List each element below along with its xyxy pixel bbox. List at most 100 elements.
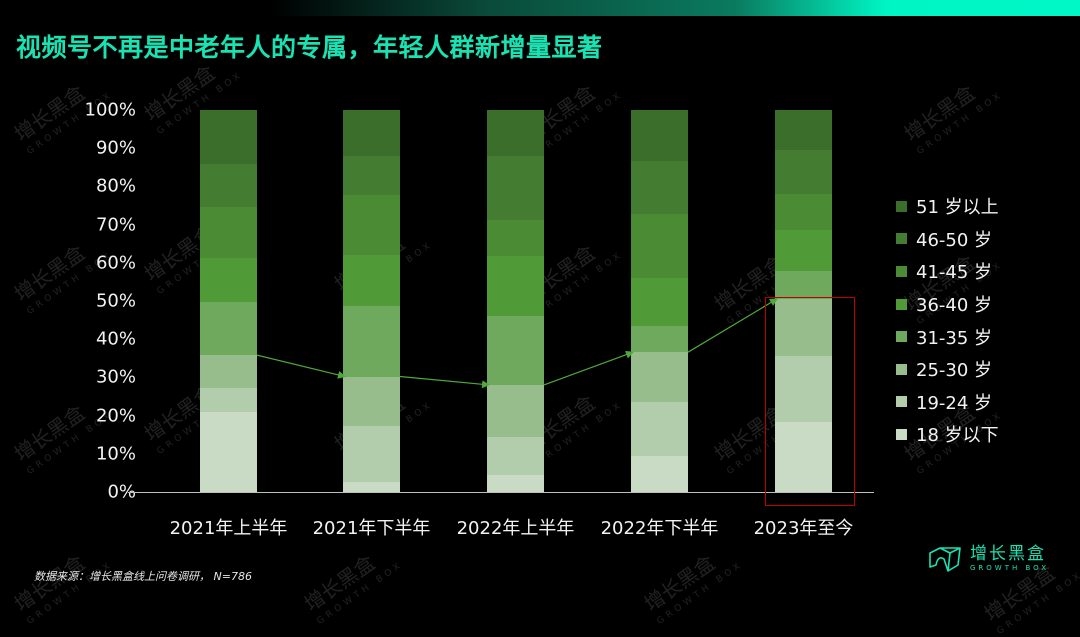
bar-segment bbox=[775, 230, 832, 272]
legend-swatch bbox=[896, 363, 907, 375]
legend-label: 19-24 岁 bbox=[916, 392, 993, 414]
x-tick-label: 2022年上半年 bbox=[456, 518, 575, 539]
bar-segment bbox=[631, 110, 688, 162]
bar-segment bbox=[200, 164, 257, 207]
bar-segment bbox=[343, 305, 400, 377]
legend-label: 51 岁以上 bbox=[916, 197, 999, 219]
bar-segment bbox=[775, 298, 832, 356]
legend-label: 18 岁以下 bbox=[916, 425, 999, 447]
y-tick-label: 20% bbox=[95, 405, 136, 427]
bar-segment bbox=[487, 256, 544, 316]
bar-segment bbox=[775, 355, 832, 423]
y-tick-label: 50% bbox=[95, 290, 136, 312]
box-logo-icon bbox=[929, 547, 961, 572]
legend-swatch bbox=[896, 200, 907, 212]
bar-segment bbox=[631, 352, 688, 403]
trend-arrows bbox=[256, 298, 778, 389]
legend-swatch bbox=[896, 298, 907, 310]
y-tick-label: 30% bbox=[95, 366, 136, 388]
y-tick-label: 0% bbox=[107, 481, 136, 503]
bar-segment bbox=[775, 110, 832, 151]
bar-segment bbox=[631, 326, 688, 353]
legend-label: 41-45 岁 bbox=[916, 262, 993, 284]
bar-segment bbox=[487, 474, 544, 492]
legend-label: 46-50 岁 bbox=[916, 229, 993, 251]
bar-segment bbox=[631, 278, 688, 327]
bar-segment bbox=[200, 206, 257, 259]
bar-segment bbox=[200, 301, 257, 356]
bar-segment bbox=[200, 355, 257, 389]
data-source-note: 数据来源：增长黑盒线上问卷调研， N=786 bbox=[34, 570, 252, 583]
bar-segment bbox=[343, 110, 400, 156]
legend-item: 41-45 岁 bbox=[896, 255, 999, 288]
legend: 51 岁以上 46-50 岁 41-45 岁 36-40 岁 31-35 岁 25-30 … bbox=[896, 190, 999, 451]
bar-segment bbox=[200, 388, 257, 412]
logo-en-text: GROWTH BOX bbox=[970, 564, 1050, 572]
bar-segment bbox=[343, 254, 400, 306]
bar-segment bbox=[487, 110, 544, 156]
y-tick-label: 10% bbox=[95, 443, 136, 465]
stacked-bar bbox=[631, 110, 688, 492]
trend-arrow bbox=[543, 350, 634, 386]
legend-swatch bbox=[896, 331, 907, 343]
bar-segment bbox=[200, 110, 257, 165]
bar-segment bbox=[343, 376, 400, 426]
legend-item: 51 岁以上 bbox=[896, 190, 999, 223]
legend-swatch bbox=[896, 428, 907, 440]
bar-segment bbox=[487, 315, 544, 385]
y-tick-label: 60% bbox=[95, 252, 136, 274]
legend-item: 25-30 岁 bbox=[896, 353, 999, 386]
trend-arrow bbox=[399, 375, 490, 389]
y-tick-label: 90% bbox=[95, 137, 136, 159]
legend-swatch bbox=[896, 396, 907, 408]
stacked-bar bbox=[343, 110, 400, 492]
bar-segment bbox=[631, 402, 688, 457]
bar-segment bbox=[775, 150, 832, 195]
logo-cn-text: 增长黑盒 bbox=[970, 544, 1046, 564]
y-tick-label: 40% bbox=[95, 328, 136, 350]
legend-item: 46-50 岁 bbox=[896, 223, 999, 256]
trend-arrow bbox=[256, 354, 346, 379]
stacked-bar bbox=[200, 110, 257, 492]
legend-label: 31-35 岁 bbox=[916, 327, 993, 349]
bar-segment bbox=[487, 220, 544, 257]
legend-swatch bbox=[896, 265, 907, 277]
bar-segment bbox=[487, 155, 544, 221]
legend-swatch bbox=[896, 233, 907, 245]
bar-segment bbox=[631, 161, 688, 214]
legend-item: 18 岁以下 bbox=[896, 418, 999, 451]
bar-segment bbox=[200, 258, 257, 302]
y-tick-label: 80% bbox=[95, 175, 136, 197]
legend-item: 31-35 岁 bbox=[896, 320, 999, 353]
x-tick-label: 2023年至今 bbox=[753, 518, 854, 539]
y-tick-label: 70% bbox=[95, 214, 136, 236]
bar-segment bbox=[487, 436, 544, 475]
x-tick-label: 2021年下半年 bbox=[312, 518, 431, 539]
bar-segment bbox=[775, 194, 832, 231]
bar-segment bbox=[631, 456, 688, 492]
x-tick-label: 2022年下半年 bbox=[600, 518, 719, 539]
page-title: 视频号不再是中老年人的专属，年轻人群新增量显著 bbox=[16, 33, 603, 62]
stacked-bar bbox=[487, 110, 544, 492]
legend-item: 36-40 岁 bbox=[896, 288, 999, 321]
stacked-bar bbox=[775, 110, 832, 492]
bar-segment bbox=[775, 422, 832, 492]
bar-segment bbox=[343, 155, 400, 195]
bar-segment bbox=[200, 411, 257, 492]
bar-segment bbox=[343, 482, 400, 492]
bar-segment bbox=[487, 384, 544, 437]
bar-segment bbox=[775, 271, 832, 299]
bar-segment bbox=[343, 194, 400, 255]
brand-logo: 增长黑盒 GROWTH BOX bbox=[928, 545, 1049, 573]
legend-item: 19-24 岁 bbox=[896, 386, 999, 419]
y-tick-label: 100% bbox=[84, 99, 136, 121]
x-tick-label: 2021年上半年 bbox=[169, 518, 288, 539]
highlight-box bbox=[765, 297, 855, 506]
trend-arrow bbox=[687, 298, 778, 353]
bar-segment bbox=[343, 425, 400, 483]
legend-label: 36-40 岁 bbox=[916, 295, 993, 317]
top-accent-bar bbox=[0, 0, 1080, 16]
x-axis-line bbox=[128, 492, 874, 493]
legend-label: 25-30 岁 bbox=[916, 360, 993, 382]
bar-segment bbox=[631, 213, 688, 279]
